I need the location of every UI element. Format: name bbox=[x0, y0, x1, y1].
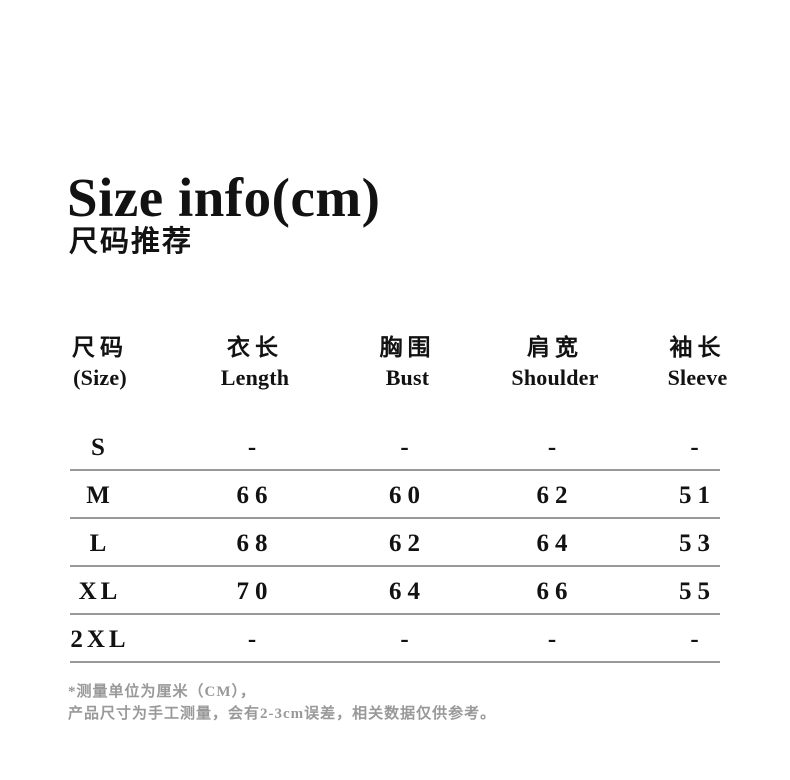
size-cell: 2XL bbox=[70, 625, 130, 653]
size-cell: M bbox=[86, 481, 114, 509]
length-cell: 66 bbox=[236, 481, 274, 509]
column-header-shoulder-zh: 肩宽 bbox=[527, 335, 583, 360]
length-cell: 70 bbox=[236, 577, 274, 605]
size-table-header: 尺码 (Size) 衣长 Length 胸围 Bust 肩宽 Shoulder … bbox=[25, 333, 765, 392]
length-cell: - bbox=[247, 625, 263, 653]
column-header-length: 衣长 Length bbox=[175, 333, 335, 392]
footnote-line-2: 产品尺寸为手工测量，会有2-3cm误差，相关数据仅供参考。 bbox=[68, 706, 497, 722]
size-cell: XL bbox=[78, 577, 122, 605]
page-subtitle: 尺码推荐 bbox=[69, 226, 194, 258]
column-header-bust-en: Bust bbox=[385, 365, 430, 390]
column-header-sleeve: 袖长 Sleeve bbox=[630, 333, 765, 392]
column-header-shoulder: 肩宽 Shoulder bbox=[480, 333, 630, 392]
column-header-bust-zh: 胸围 bbox=[379, 335, 436, 360]
size-cell: S bbox=[91, 433, 109, 461]
column-header-sleeve-en: Sleeve bbox=[667, 365, 728, 390]
column-header-size-zh: 尺码 bbox=[72, 335, 128, 360]
shoulder-cell: 66 bbox=[536, 577, 574, 605]
bust-cell: 64 bbox=[389, 577, 426, 605]
shoulder-cell: - bbox=[547, 625, 563, 653]
bust-cell: 60 bbox=[389, 481, 426, 509]
sleeve-cell: 51 bbox=[679, 481, 716, 509]
page-title: Size info(cm) bbox=[67, 167, 381, 228]
table-row-2xl: 2XL - - - - bbox=[25, 615, 765, 663]
bust-cell: - bbox=[400, 433, 415, 461]
sleeve-cell: - bbox=[690, 625, 705, 653]
table-row-l: L 68 62 64 53 bbox=[25, 519, 765, 567]
column-header-sleeve-zh: 袖长 bbox=[669, 335, 726, 360]
bust-cell: - bbox=[400, 625, 415, 653]
size-cell: L bbox=[89, 529, 111, 557]
column-header-length-zh: 衣长 bbox=[227, 335, 283, 360]
sleeve-cell: - bbox=[690, 433, 705, 461]
sleeve-cell: 55 bbox=[679, 577, 716, 605]
shoulder-cell: 62 bbox=[536, 481, 574, 509]
footnote-line-1: *测量单位为厘米（CM）， bbox=[68, 684, 256, 700]
length-cell: - bbox=[247, 433, 263, 461]
column-header-size-en: (Size) bbox=[73, 365, 127, 390]
shoulder-cell: 64 bbox=[536, 529, 574, 557]
column-header-shoulder-en: Shoulder bbox=[511, 365, 599, 390]
shoulder-cell: - bbox=[547, 433, 563, 461]
table-row-s: S - - - - bbox=[25, 423, 765, 471]
footnotes: *测量单位为厘米（CM）， 产品尺寸为手工测量，会有2-3cm误差，相关数据仅供… bbox=[68, 681, 496, 725]
column-header-bust: 胸围 Bust bbox=[335, 333, 480, 392]
table-row-m: M 66 60 62 51 bbox=[25, 471, 765, 519]
length-cell: 68 bbox=[236, 529, 274, 557]
column-header-length-en: Length bbox=[220, 365, 290, 390]
sleeve-cell: 53 bbox=[679, 529, 716, 557]
bust-cell: 62 bbox=[389, 529, 426, 557]
table-row-xl: XL 70 64 66 55 bbox=[25, 567, 765, 615]
size-table-body: S - - - - M 66 60 62 51 L 68 62 64 53 XL… bbox=[25, 423, 765, 663]
column-header-size: 尺码 (Size) bbox=[25, 333, 175, 392]
